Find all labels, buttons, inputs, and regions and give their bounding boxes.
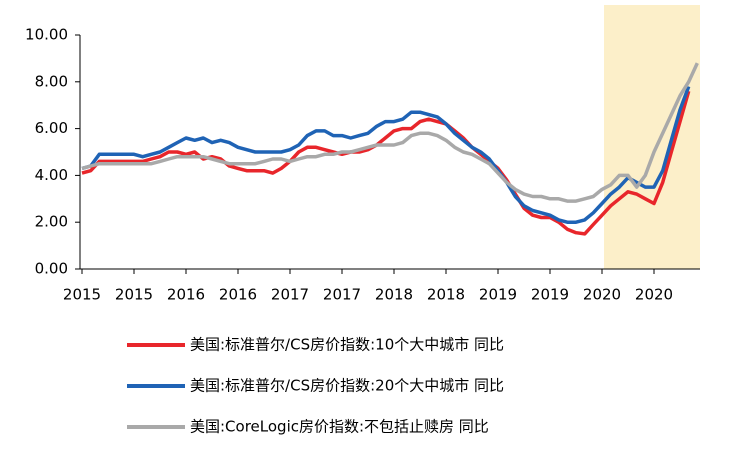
x-tick-label: 2017 xyxy=(323,286,361,304)
x-tick-label: 2015 xyxy=(115,286,153,304)
series-line xyxy=(81,62,699,203)
x-tick-label: 2020 xyxy=(635,286,673,304)
series-line xyxy=(81,85,691,224)
x-tick-label: 2016 xyxy=(219,286,257,304)
x-tick-label: 2019 xyxy=(531,286,569,304)
legend-label: 美国:CoreLogic房价指数:不包括止赎房 同比 xyxy=(190,418,489,436)
y-tick-label: 4.00 xyxy=(35,166,68,184)
x-tick-label: 2016 xyxy=(167,286,205,304)
x-tick-label: 2020 xyxy=(583,286,621,304)
x-tick-label: 2015 xyxy=(63,286,101,304)
legend-label: 美国:标准普尔/CS房价指数:10个大中城市 同比 xyxy=(190,336,504,354)
y-tick-label: 2.00 xyxy=(35,213,68,231)
y-tick-label: 8.00 xyxy=(35,72,68,90)
legend-label: 美国:标准普尔/CS房价指数:20个大中城市 同比 xyxy=(190,377,504,395)
series-line xyxy=(81,90,691,236)
x-tick-label: 2018 xyxy=(427,286,465,304)
x-tick-label: 2019 xyxy=(479,286,517,304)
y-tick-label: 0.00 xyxy=(35,260,68,278)
highlight-band xyxy=(604,5,700,269)
y-tick-label: 6.00 xyxy=(35,119,68,137)
y-tick-label: 10.00 xyxy=(25,26,68,44)
x-tick-label: 2017 xyxy=(271,286,309,304)
x-tick-label: 2018 xyxy=(375,286,413,304)
